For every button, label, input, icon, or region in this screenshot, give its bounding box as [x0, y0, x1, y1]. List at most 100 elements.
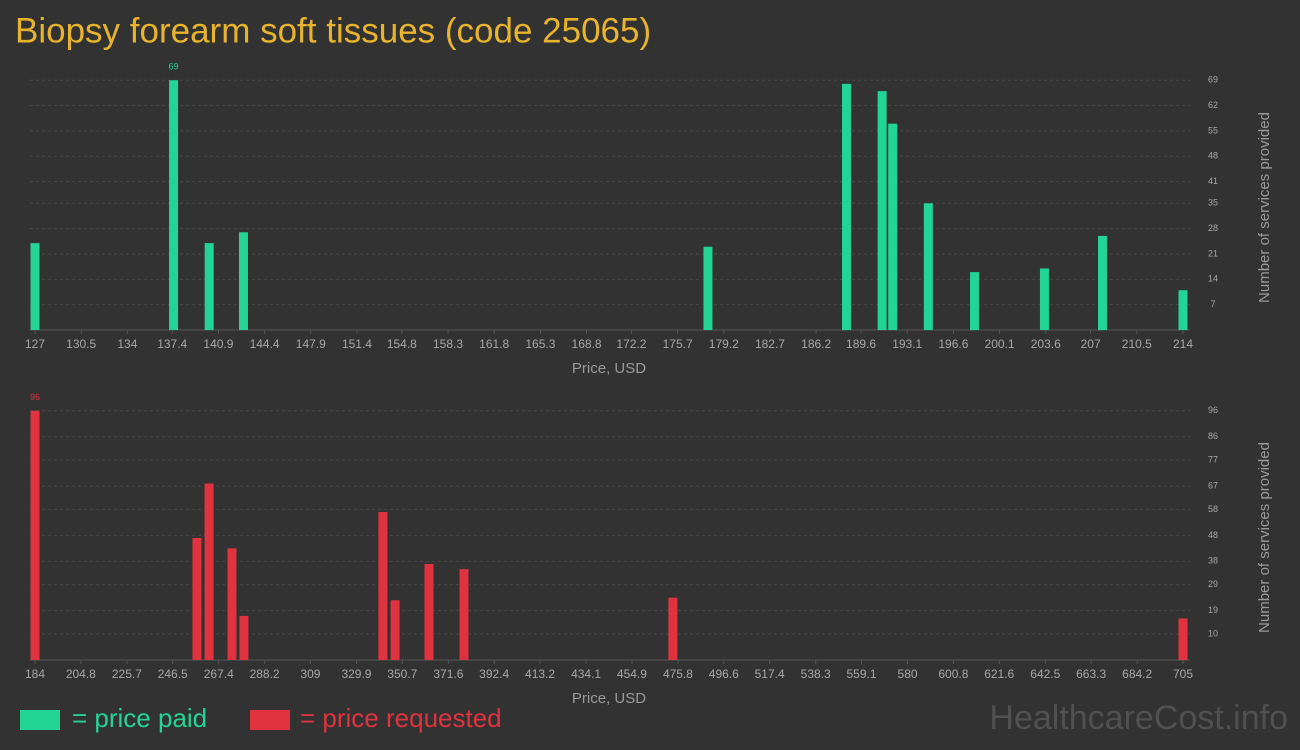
y-tick-label: 21 [1208, 248, 1218, 258]
y-tick-label: 19 [1208, 605, 1218, 615]
y-tick-label: 67 [1208, 480, 1218, 490]
y-tick-label: 55 [1208, 125, 1218, 135]
x-tick-label: 684.2 [1122, 667, 1152, 681]
x-tick-label: 580 [898, 667, 918, 681]
x-tick-label: 434.1 [571, 667, 601, 681]
x-tick-label: 705 [1173, 667, 1193, 681]
page-title: Biopsy forearm soft tissues (code 25065) [15, 11, 651, 50]
y-tick-label: 86 [1208, 431, 1218, 441]
y-tick-label: 10 [1208, 628, 1218, 638]
y-tick-label: 29 [1208, 579, 1218, 589]
bar [970, 272, 980, 330]
x-tick-label: 214 [1173, 337, 1193, 351]
y-axis-title: Number of services provided [1256, 112, 1273, 303]
bar [668, 597, 678, 660]
bar [238, 232, 248, 330]
bar [842, 83, 852, 330]
y-tick-label: 77 [1208, 454, 1218, 464]
legend-label: = price paid [72, 703, 207, 733]
y-tick-label: 28 [1208, 223, 1218, 233]
x-tick-label: 663.3 [1076, 667, 1106, 681]
legend-swatch [250, 710, 290, 730]
x-tick-label: 413.2 [525, 667, 555, 681]
x-tick-label: 189.6 [846, 337, 876, 351]
y-axis-title: Number of services provided [1256, 442, 1273, 633]
legend-swatch [20, 710, 60, 730]
legend-label: = price requested [300, 703, 502, 733]
x-tick-label: 203.6 [1031, 337, 1061, 351]
x-tick-label: 210.5 [1122, 337, 1152, 351]
x-tick-label: 196.6 [938, 337, 968, 351]
x-tick-label: 168.8 [572, 337, 602, 351]
y-tick-label: 14 [1208, 274, 1218, 284]
x-tick-label: 454.9 [617, 667, 647, 681]
x-tick-label: 134 [117, 337, 137, 351]
x-tick-label: 559.1 [847, 667, 877, 681]
x-tick-label: 475.8 [663, 667, 693, 681]
bar [888, 123, 898, 330]
x-tick-label: 165.3 [525, 337, 555, 351]
bar [923, 203, 933, 330]
x-tick-label: 140.9 [203, 337, 233, 351]
x-tick-label: 392.4 [479, 667, 509, 681]
x-tick-label: 246.5 [158, 667, 188, 681]
x-tick-label: 350.7 [387, 667, 417, 681]
x-tick-label: 267.4 [204, 667, 234, 681]
x-tick-label: 158.3 [433, 337, 463, 351]
bar [390, 600, 400, 660]
x-tick-label: 151.4 [342, 337, 372, 351]
x-tick-label: 207 [1081, 337, 1101, 351]
y-tick-label: 41 [1208, 176, 1218, 186]
bar [204, 483, 214, 660]
y-tick-label: 62 [1208, 100, 1218, 110]
y-tick-label: 58 [1208, 504, 1218, 514]
value-label: 69 [169, 62, 179, 72]
bar [877, 91, 887, 330]
x-tick-label: 193.1 [892, 337, 922, 351]
x-tick-label: 621.6 [984, 667, 1014, 681]
x-tick-label: 288.2 [250, 667, 280, 681]
x-tick-label: 496.6 [709, 667, 739, 681]
y-tick-label: 38 [1208, 556, 1218, 566]
bar [1039, 268, 1049, 330]
x-tick-label: 200.1 [985, 337, 1015, 351]
bar [703, 246, 713, 330]
x-tick-label: 147.9 [296, 337, 326, 351]
bar [1178, 290, 1188, 330]
x-tick-label: 225.7 [112, 667, 142, 681]
x-tick-label: 329.9 [341, 667, 371, 681]
y-tick-label: 48 [1208, 530, 1218, 540]
x-tick-label: 182.7 [755, 337, 785, 351]
x-tick-label: 642.5 [1030, 667, 1060, 681]
bar [378, 512, 388, 660]
watermark: HealthcareCost.info [989, 699, 1288, 737]
y-tick-label: 48 [1208, 151, 1218, 161]
bar [239, 615, 249, 660]
x-tick-label: 538.3 [801, 667, 831, 681]
x-tick-label: 137.4 [157, 337, 187, 351]
x-tick-label: 371.6 [433, 667, 463, 681]
bar [169, 80, 179, 330]
bar [30, 243, 40, 330]
x-axis-title: Price, USD [572, 690, 646, 707]
bar [227, 548, 237, 660]
y-tick-label: 69 [1208, 75, 1218, 85]
y-tick-label: 7 [1210, 299, 1215, 309]
bar [424, 563, 434, 660]
x-tick-label: 309 [300, 667, 320, 681]
x-tick-label: 600.8 [938, 667, 968, 681]
bar [1098, 235, 1108, 330]
x-tick-label: 127 [25, 337, 45, 351]
bar [459, 569, 469, 660]
x-tick-label: 172.2 [616, 337, 646, 351]
x-tick-label: 517.4 [755, 667, 785, 681]
x-tick-label: 144.4 [250, 337, 280, 351]
value-label: 96 [30, 392, 40, 402]
bar [192, 537, 202, 660]
bar [204, 243, 214, 330]
bar [30, 410, 40, 660]
x-tick-label: 186.2 [801, 337, 831, 351]
x-tick-label: 179.2 [709, 337, 739, 351]
y-tick-label: 35 [1208, 198, 1218, 208]
